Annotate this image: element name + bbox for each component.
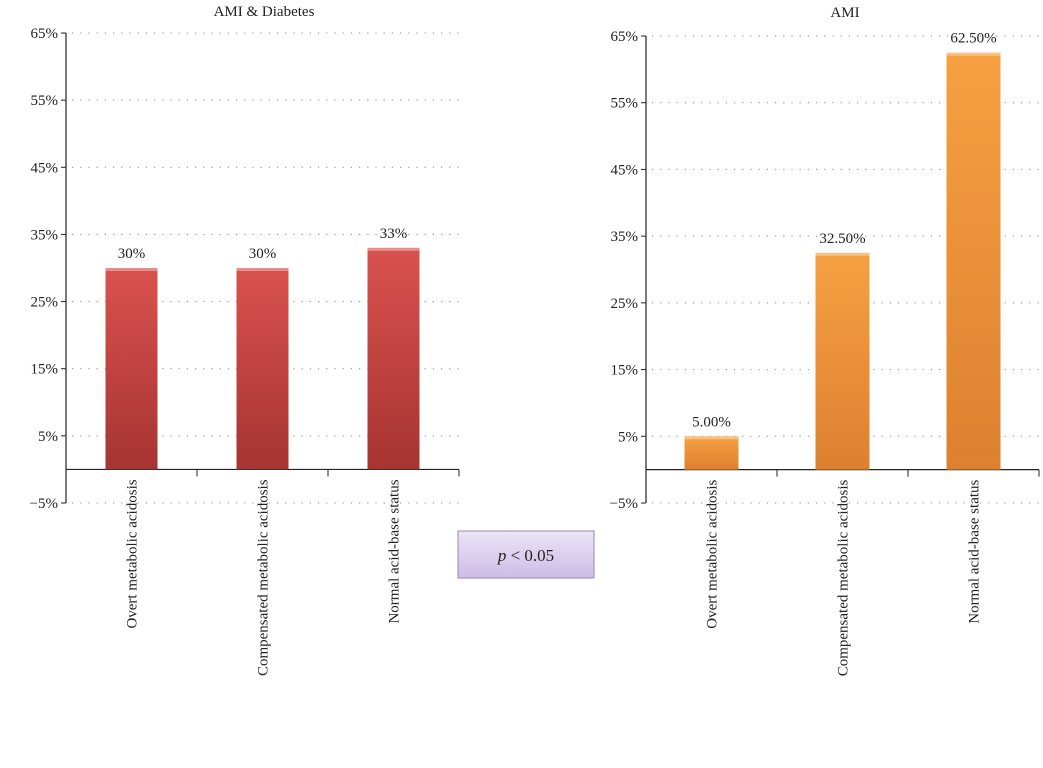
p-value-box-frame [457,530,595,579]
p-value-symbol: p [497,546,507,565]
chart-title: AMI [830,5,859,21]
bar-highlight [236,268,289,271]
data-label: 33% [380,226,408,242]
bar-highlight [367,247,420,251]
data-label: 5.00% [692,414,731,430]
y-tick-label: 45% [611,162,639,178]
bar-highlight [815,252,870,256]
p-value-box: p < 0.05 [457,530,595,579]
data-label: 30% [249,246,277,262]
bar-highlight [105,268,158,271]
p-value-text: p < 0.05 [497,546,554,565]
x-category-label: Overt metabolic acidosis [705,479,721,628]
y-tick-label: 55% [31,93,59,109]
y-tick-label: 65% [31,26,59,42]
x-category-label: Normal acid-base status [967,479,983,623]
bar-ami-diabetes-1 [105,268,158,470]
chart-panel-ami: AMI 65% 55% 45% 35% 25% 15% 5% −5% 5.00% Overt met… [610,5,1043,676]
data-label: 32.50% [819,231,865,247]
y-tick-label: 45% [31,160,59,176]
y-tick-label: 65% [611,29,639,45]
bar-highlight [684,436,739,440]
y-tick-label: −5% [30,496,58,512]
x-category-label: Normal acid-base status [387,479,403,623]
y-tick-label: 15% [31,362,59,378]
x-category-label: Overt metabolic acidosis [125,479,141,628]
bar-ami-diabetes-3 [367,247,420,470]
y-tick-label: 25% [31,295,59,311]
y-tick-label: 5% [38,429,58,445]
y-tick-label: 5% [618,429,638,445]
data-label: 30% [118,246,146,262]
chart-title: AMI & Diabetes [214,4,315,20]
y-tick-label: −5% [610,496,638,512]
y-tick-label: 15% [611,363,639,379]
p-value-threshold: < 0.05 [506,546,554,565]
bar-ami-2 [815,252,870,470]
x-category-label: Compensated metabolic acidosis [256,479,272,676]
data-label: 62.50% [950,31,996,47]
x-category-label: Compensated metabolic acidosis [836,479,852,676]
bar-ami-diabetes-2 [236,268,289,470]
y-tick-label: 55% [611,96,639,112]
chart-panel-ami-diabetes: AMI & Diabetes 65% 55% 45% 35% 25% 15% 5% −5% 30%… [30,4,462,676]
y-tick-label: 25% [611,296,639,312]
y-tick-label: 35% [611,229,639,245]
bar-ami-3 [946,52,1001,470]
bar-highlight [946,52,1001,56]
bar-ami-1 [684,436,739,470]
y-tick-label: 35% [31,227,59,243]
